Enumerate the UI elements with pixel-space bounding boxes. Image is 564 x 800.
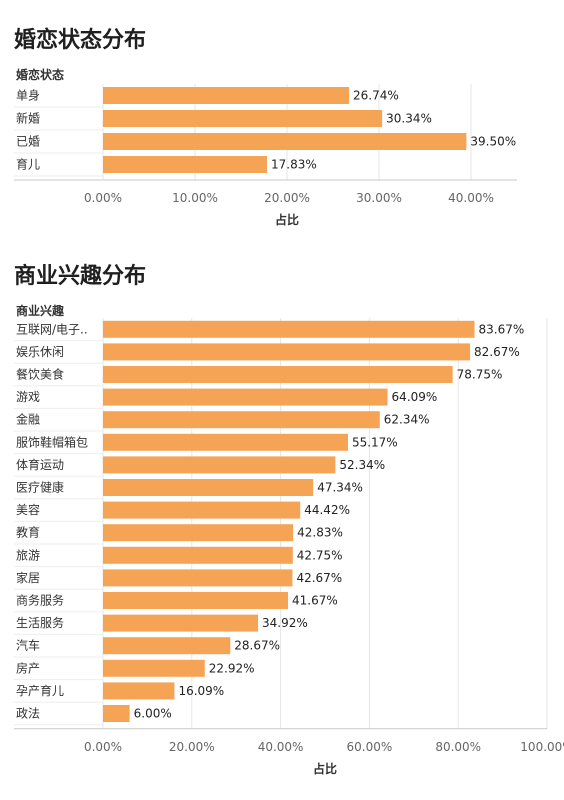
category-label: 家居 (16, 570, 40, 585)
bar (103, 592, 289, 609)
data-label: 28.67% (234, 639, 280, 653)
x-tick-label: 0.00% (84, 740, 122, 754)
category-label: 餐饮美食 (16, 367, 64, 382)
x-tick-label: 20.00% (169, 740, 215, 754)
category-label: 金融 (16, 412, 40, 427)
bar (103, 479, 314, 496)
data-label: 26.74% (353, 89, 399, 103)
category-label: 互联网/电子.. (16, 322, 88, 336)
x-tick-label: 20.00% (264, 191, 310, 205)
bar (103, 637, 231, 655)
x-axis-title: 占比 (313, 761, 337, 776)
bar (103, 524, 294, 542)
dimension-label-interest: 商业兴趣 (16, 304, 65, 318)
category-label: 美容 (16, 502, 40, 517)
data-label: 34.92% (262, 616, 308, 630)
data-label: 6.00% (134, 707, 172, 721)
x-axis-title: 占比 (275, 212, 299, 227)
bar (103, 614, 259, 632)
bar (103, 366, 453, 383)
bar (103, 156, 268, 173)
data-label: 52.34% (339, 458, 385, 472)
section-title-interest: 商业兴趣分布 (14, 264, 147, 289)
category-label: 生活服务 (16, 615, 64, 630)
data-label: 47.34% (317, 481, 363, 495)
data-label: 83.67% (478, 322, 524, 336)
bar (103, 343, 471, 361)
data-label: 17.83% (271, 158, 317, 172)
category-label: 房产 (16, 660, 40, 675)
bar (103, 110, 383, 127)
bar (103, 320, 475, 338)
category-label: 单身 (16, 88, 40, 103)
x-tick-label: 40.00% (448, 191, 494, 205)
category-label: 旅游 (16, 548, 40, 562)
bar (103, 569, 293, 587)
data-label: 42.67% (296, 571, 342, 585)
category-label: 服饰鞋帽箱包 (16, 434, 88, 449)
bar (103, 705, 130, 722)
bar (103, 411, 380, 429)
bar (103, 87, 350, 104)
category-label: 新婚 (16, 111, 40, 126)
data-label: 42.83% (297, 526, 343, 540)
category-label: 娱乐休闲 (16, 345, 64, 359)
category-label: 体育运动 (16, 457, 64, 472)
data-label: 30.34% (386, 112, 432, 126)
data-label: 55.17% (352, 435, 398, 449)
marital-status-bar-chart: 单身 26.74% 新婚 30.34% 已婚 39.50% 育儿 17.83% 0.00% 10.… (14, 84, 517, 227)
data-label: 82.67% (474, 345, 520, 359)
section-title-marital: 婚恋状态分布 (14, 28, 147, 53)
x-tick-label: 30.00% (356, 191, 402, 205)
category-label: 已婚 (16, 135, 40, 149)
data-label: 64.09% (392, 390, 438, 404)
data-label: 41.67% (292, 594, 338, 608)
category-label: 游戏 (16, 390, 40, 404)
category-label: 医疗健康 (16, 480, 64, 495)
category-label: 育儿 (16, 157, 40, 172)
data-label: 39.50% (470, 135, 516, 149)
category-label: 商务服务 (16, 593, 64, 608)
business-interest-bar-chart: 互联网/电子.. 83.67% 娱乐休闲 82.67% 餐饮美食 78.75% 游戏 64.0… (14, 318, 564, 776)
category-label: 汽车 (16, 638, 40, 653)
data-label: 78.75% (457, 368, 503, 382)
category-label: 政法 (16, 707, 40, 721)
bar (103, 433, 348, 451)
x-tick-label: 60.00% (347, 740, 393, 754)
category-label: 孕产育儿 (16, 683, 64, 698)
bar (103, 501, 301, 519)
bar (103, 388, 388, 406)
bar (103, 456, 336, 474)
data-label: 44.42% (304, 503, 350, 517)
x-tick-label: 40.00% (258, 740, 304, 754)
data-label: 42.75% (297, 548, 343, 562)
category-label: 教育 (16, 525, 40, 540)
data-label: 16.09% (178, 684, 224, 698)
bar (103, 546, 293, 564)
bar (103, 682, 175, 700)
x-tick-label: 100.00% (520, 740, 564, 754)
x-tick-label: 10.00% (172, 191, 218, 205)
dimension-label-marital: 婚恋状态 (16, 68, 65, 82)
data-label: 62.34% (384, 413, 430, 427)
x-tick-label: 80.00% (435, 740, 481, 754)
data-label: 22.92% (209, 661, 255, 675)
bar (103, 133, 467, 150)
x-tick-label: 0.00% (84, 191, 122, 205)
bar (103, 659, 205, 677)
